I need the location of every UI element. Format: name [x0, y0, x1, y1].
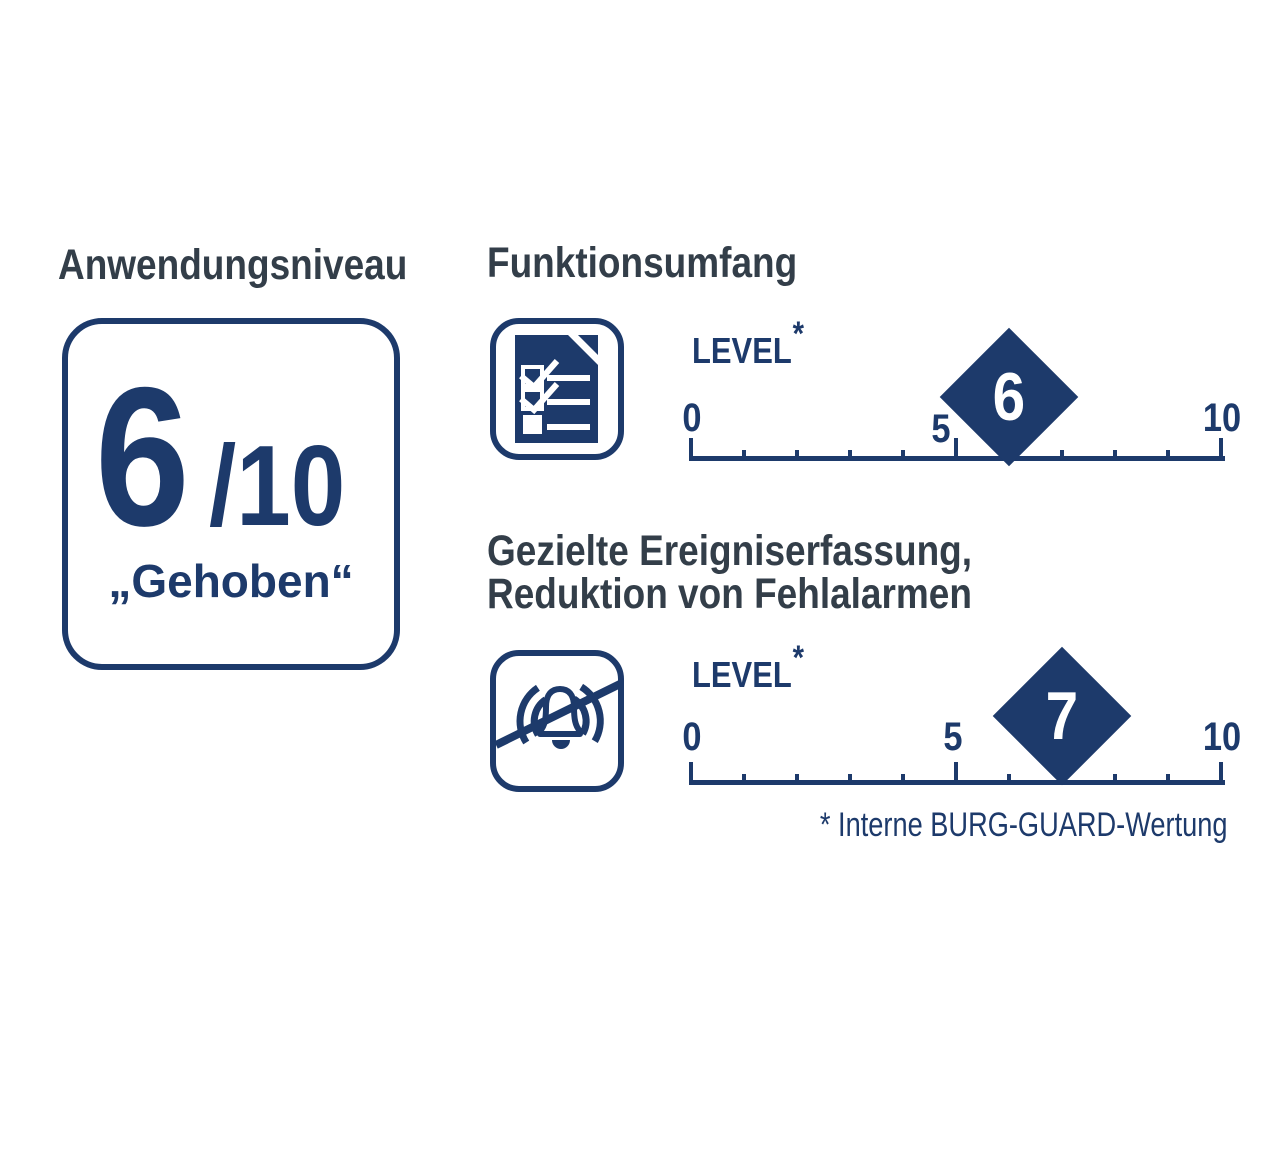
level-value: 7: [1045, 677, 1079, 754]
checkmark: [519, 382, 560, 415]
scale-tick: [954, 762, 958, 785]
score-row: 6 /10: [68, 358, 394, 556]
application-level-heading: Anwendungsniveau: [58, 241, 408, 289]
score-value: 6: [94, 346, 190, 567]
scale-1-label-min: 0: [682, 396, 702, 440]
scale-tick: [1166, 450, 1170, 461]
score-max: /10: [208, 423, 346, 550]
scale-2-label-min: 0: [682, 715, 702, 759]
scale-tick: [901, 774, 905, 785]
level-asterisk: *: [792, 315, 805, 353]
ereigniserfassung-heading-line2: Reduktion von Fehlalarmen: [487, 570, 972, 618]
scale-tick: [1113, 450, 1117, 461]
scale-tick: [848, 774, 852, 785]
footnote: * Interne BURG-GUARD-Wertung: [820, 806, 1228, 844]
score-word-row: „Gehoben“: [68, 558, 394, 604]
sound-waves-left: [516, 684, 548, 745]
bell-clapper: [552, 740, 570, 749]
scale-1-label-max: 10: [1202, 396, 1242, 440]
level-label-1: LEVEL*: [692, 317, 804, 371]
scale-2-label-max: 10: [1202, 715, 1242, 759]
ereigniserfassung-heading-line1: Gezielte Ereigniserfassung,: [487, 527, 973, 575]
scale-tick: [848, 450, 852, 461]
scale-tick: [795, 774, 799, 785]
checklist-rows: [519, 359, 590, 434]
level-label-2: LEVEL*: [692, 641, 804, 695]
scale-tick: [1007, 774, 1011, 785]
icon-border: [490, 650, 624, 792]
scale-tick: [1219, 762, 1223, 785]
scale-2-ticks: [689, 760, 1225, 785]
level-value: 6: [992, 358, 1026, 435]
checklist-document-icon: [490, 318, 624, 460]
level-text: LEVEL: [692, 330, 792, 371]
scale-tick: [795, 450, 799, 461]
scale-tick: [954, 438, 958, 461]
scale-2-label-mid: 5: [943, 715, 963, 759]
score-word: „Gehoben“: [108, 555, 354, 607]
scale-tick: [1219, 438, 1223, 461]
funktionsumfang-heading: Funktionsumfang: [487, 239, 798, 287]
scale-tick: [742, 450, 746, 461]
scale-tick: [1060, 450, 1064, 461]
level-asterisk: *: [792, 639, 805, 677]
muted-alarm-bell-icon: [490, 650, 624, 792]
strike-line: [494, 680, 622, 749]
scale-tick: [1166, 774, 1170, 785]
scale-tick: [689, 438, 693, 461]
application-level-score-box: 6 /10 „Gehoben“: [62, 318, 400, 670]
scale-1-ticks: [689, 436, 1225, 461]
checkmark: [519, 359, 560, 392]
scale-tick: [901, 450, 905, 461]
icon-border: [490, 318, 624, 460]
folded-corner: [563, 325, 607, 369]
scale-tick: [742, 774, 746, 785]
scale-tick: [1113, 774, 1117, 785]
level-text: LEVEL: [692, 654, 792, 695]
scale-1-label-mid: 5: [931, 407, 951, 451]
scale-tick: [689, 762, 693, 785]
